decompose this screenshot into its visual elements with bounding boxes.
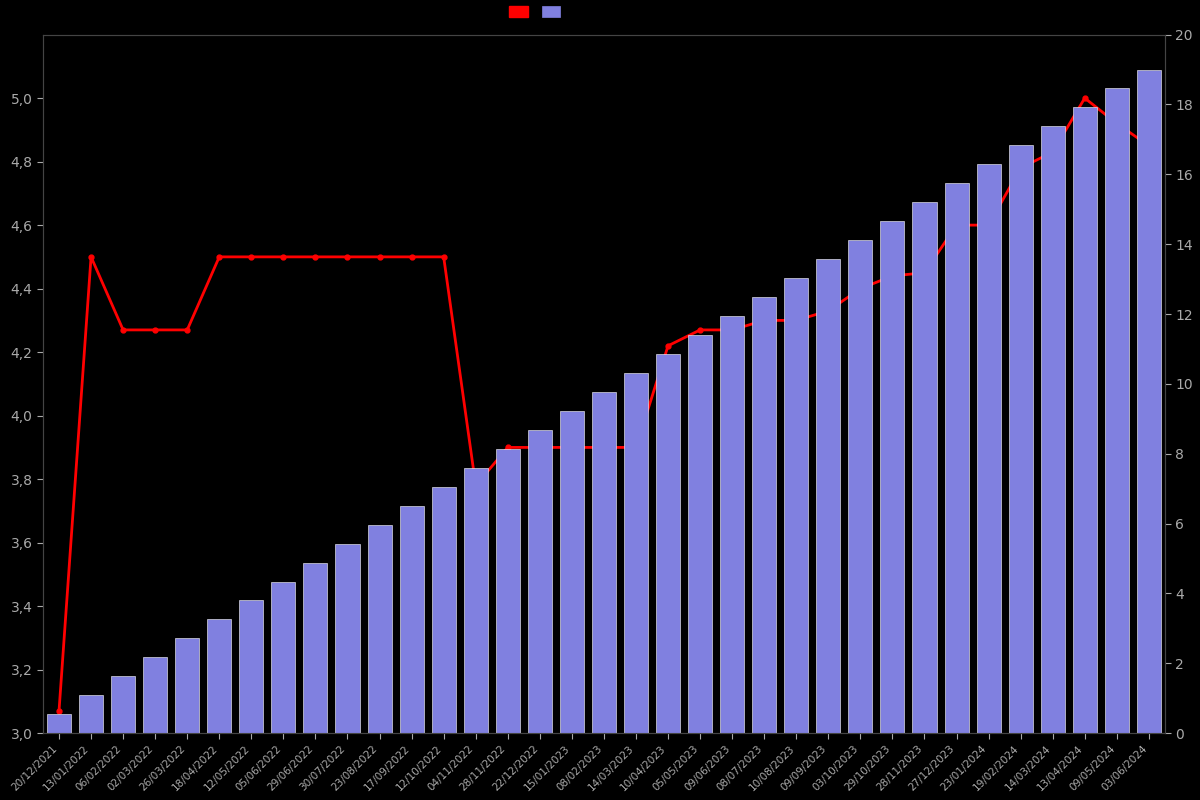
Bar [47, 714, 71, 734]
Bar [175, 638, 199, 734]
Bar [304, 562, 328, 734]
Bar [912, 202, 936, 734]
Bar [752, 297, 776, 734]
Bar [1073, 107, 1097, 734]
Bar [400, 506, 424, 734]
Bar [977, 164, 1001, 734]
Bar [271, 582, 295, 734]
Bar [624, 373, 648, 734]
Bar [1136, 70, 1160, 734]
Bar [432, 486, 456, 734]
Bar [848, 240, 872, 734]
Bar [143, 658, 167, 734]
Bar [367, 525, 391, 734]
Bar [528, 430, 552, 734]
Bar [1040, 126, 1064, 734]
Bar [881, 222, 905, 734]
Bar [79, 695, 103, 734]
Bar [560, 411, 584, 734]
Bar [1105, 89, 1129, 734]
Bar [785, 278, 809, 734]
Bar [656, 354, 680, 734]
Bar [816, 259, 840, 734]
Bar [239, 601, 263, 734]
Bar [1009, 146, 1033, 734]
Bar [592, 392, 616, 734]
Bar [944, 183, 968, 734]
Bar [720, 316, 744, 734]
Bar [112, 676, 136, 734]
Bar [496, 449, 520, 734]
Bar [336, 543, 360, 734]
Bar [463, 468, 487, 734]
Bar [208, 619, 232, 734]
Bar [688, 335, 712, 734]
Legend: , : , [505, 2, 568, 23]
